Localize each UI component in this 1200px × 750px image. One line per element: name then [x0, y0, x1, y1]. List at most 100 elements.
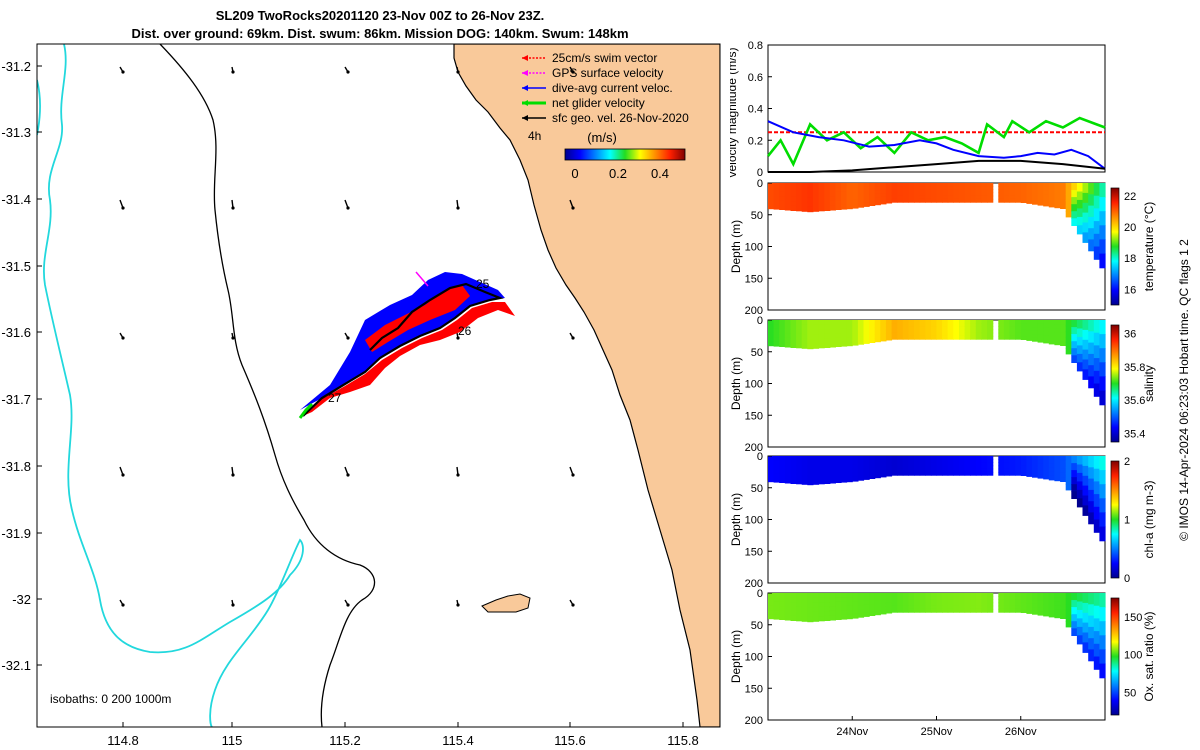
profile-cell	[1015, 195, 1022, 200]
profile-cell	[818, 479, 825, 485]
profile-cell	[1032, 190, 1039, 195]
profile-cell	[925, 323, 932, 327]
profile-cell	[1015, 471, 1022, 476]
profile-cell	[768, 477, 775, 483]
profile-cell	[801, 320, 808, 326]
profile-cell	[930, 605, 938, 610]
profile-cell	[1076, 481, 1084, 491]
profile-cell	[1009, 456, 1016, 460]
profile-cell	[981, 468, 988, 473]
depth-tick-label: 0	[757, 315, 763, 327]
profile-cell	[880, 606, 887, 611]
profile-cell	[779, 191, 786, 197]
profile-cell	[768, 601, 775, 607]
profile-cell	[829, 187, 836, 193]
profile-cell	[1003, 189, 1011, 194]
profile-cell	[818, 192, 825, 198]
profile-cell	[1043, 190, 1050, 195]
profile-cell	[1009, 198, 1016, 203]
profile-cell	[1093, 183, 1100, 197]
profile-colorbar	[1110, 597, 1120, 716]
profile-cell	[1048, 471, 1055, 477]
profile-cell	[885, 599, 893, 604]
depth-tick-label: 50	[751, 620, 763, 632]
profile-cell	[807, 479, 814, 486]
legend-arrowhead	[522, 55, 528, 61]
profile-cell	[1099, 362, 1106, 377]
profile-cell	[784, 183, 791, 189]
profile-cell	[874, 320, 881, 325]
profile-cell	[1088, 376, 1095, 389]
profile-cell	[835, 606, 842, 612]
profile-cell	[970, 599, 977, 604]
profile-cell	[964, 596, 971, 600]
profile-cell	[1054, 191, 1061, 196]
profile-cell	[987, 326, 994, 331]
map-y-axis: -31.2-31.3-31.4-31.5-31.6-31.7-31.8-31.9…	[1, 59, 42, 673]
profile-cell	[790, 338, 797, 344]
profile-cell	[936, 468, 943, 473]
profile-cell	[930, 593, 938, 597]
profile-cell	[1048, 339, 1055, 345]
profile-cell	[1054, 613, 1061, 619]
profile-cell	[1048, 327, 1055, 333]
profile-cell	[925, 605, 932, 610]
profile-cell	[1082, 339, 1089, 351]
profile-cell	[975, 602, 982, 607]
profile-cell	[914, 332, 921, 337]
profile-cell	[773, 337, 780, 343]
profile-cell	[936, 471, 943, 476]
profile-cell	[790, 474, 797, 480]
profile-cell	[1099, 183, 1106, 198]
profile-cell	[1009, 323, 1016, 327]
profile-cell	[773, 328, 780, 334]
profile-cell	[841, 614, 848, 620]
profile-cell	[852, 464, 859, 470]
profile-cell	[936, 195, 943, 200]
profile-cell	[908, 192, 915, 197]
profile-cell	[891, 593, 898, 597]
map-x-axis: 114.8 115 115.2 115.4 115.6 115.8	[107, 722, 699, 748]
profile-cell	[846, 610, 853, 615]
profile-cell	[874, 456, 881, 461]
colorbar-tick-label: 22	[1124, 191, 1136, 203]
profile-cell	[824, 606, 831, 612]
profile-cell	[852, 203, 859, 209]
profile-cell	[1026, 466, 1033, 471]
profile-cell	[953, 459, 960, 463]
profile-cell	[1076, 626, 1084, 636]
speed-colorbar-tick: 0	[571, 166, 578, 181]
profile-cell	[824, 465, 831, 471]
profile-cell	[852, 601, 859, 607]
profile-cell	[869, 608, 876, 613]
profile-cell	[1065, 348, 1072, 355]
profile-cell	[953, 192, 960, 197]
profile-cell	[970, 602, 977, 607]
profile-cell	[807, 343, 814, 350]
geo-arrow-head	[456, 603, 460, 607]
profile-cell	[998, 462, 1005, 467]
profile-cell	[1093, 656, 1100, 670]
profile-cell	[812, 197, 820, 203]
profile-cell	[869, 338, 876, 343]
profile-cell	[981, 186, 988, 190]
profile-cell	[829, 460, 836, 466]
profile-cell	[784, 192, 791, 198]
profile-cell	[1060, 593, 1067, 598]
profile-cell	[1060, 332, 1067, 338]
profile-cell	[1032, 473, 1039, 478]
profile-cell	[857, 328, 865, 333]
profile-cell	[902, 192, 909, 197]
profile-cell	[1071, 593, 1078, 601]
profile-cell	[1003, 332, 1011, 337]
profile-cell	[1037, 459, 1044, 464]
profile-cell	[880, 330, 887, 335]
profile-cell	[1071, 348, 1078, 356]
profile-cell	[773, 606, 780, 611]
profile-cell	[1082, 505, 1089, 516]
profile-cell	[1003, 602, 1011, 607]
profile-cell	[812, 607, 820, 613]
profile-cell	[1071, 484, 1078, 492]
profile-cell	[880, 610, 887, 615]
profile-cell	[1020, 192, 1027, 197]
